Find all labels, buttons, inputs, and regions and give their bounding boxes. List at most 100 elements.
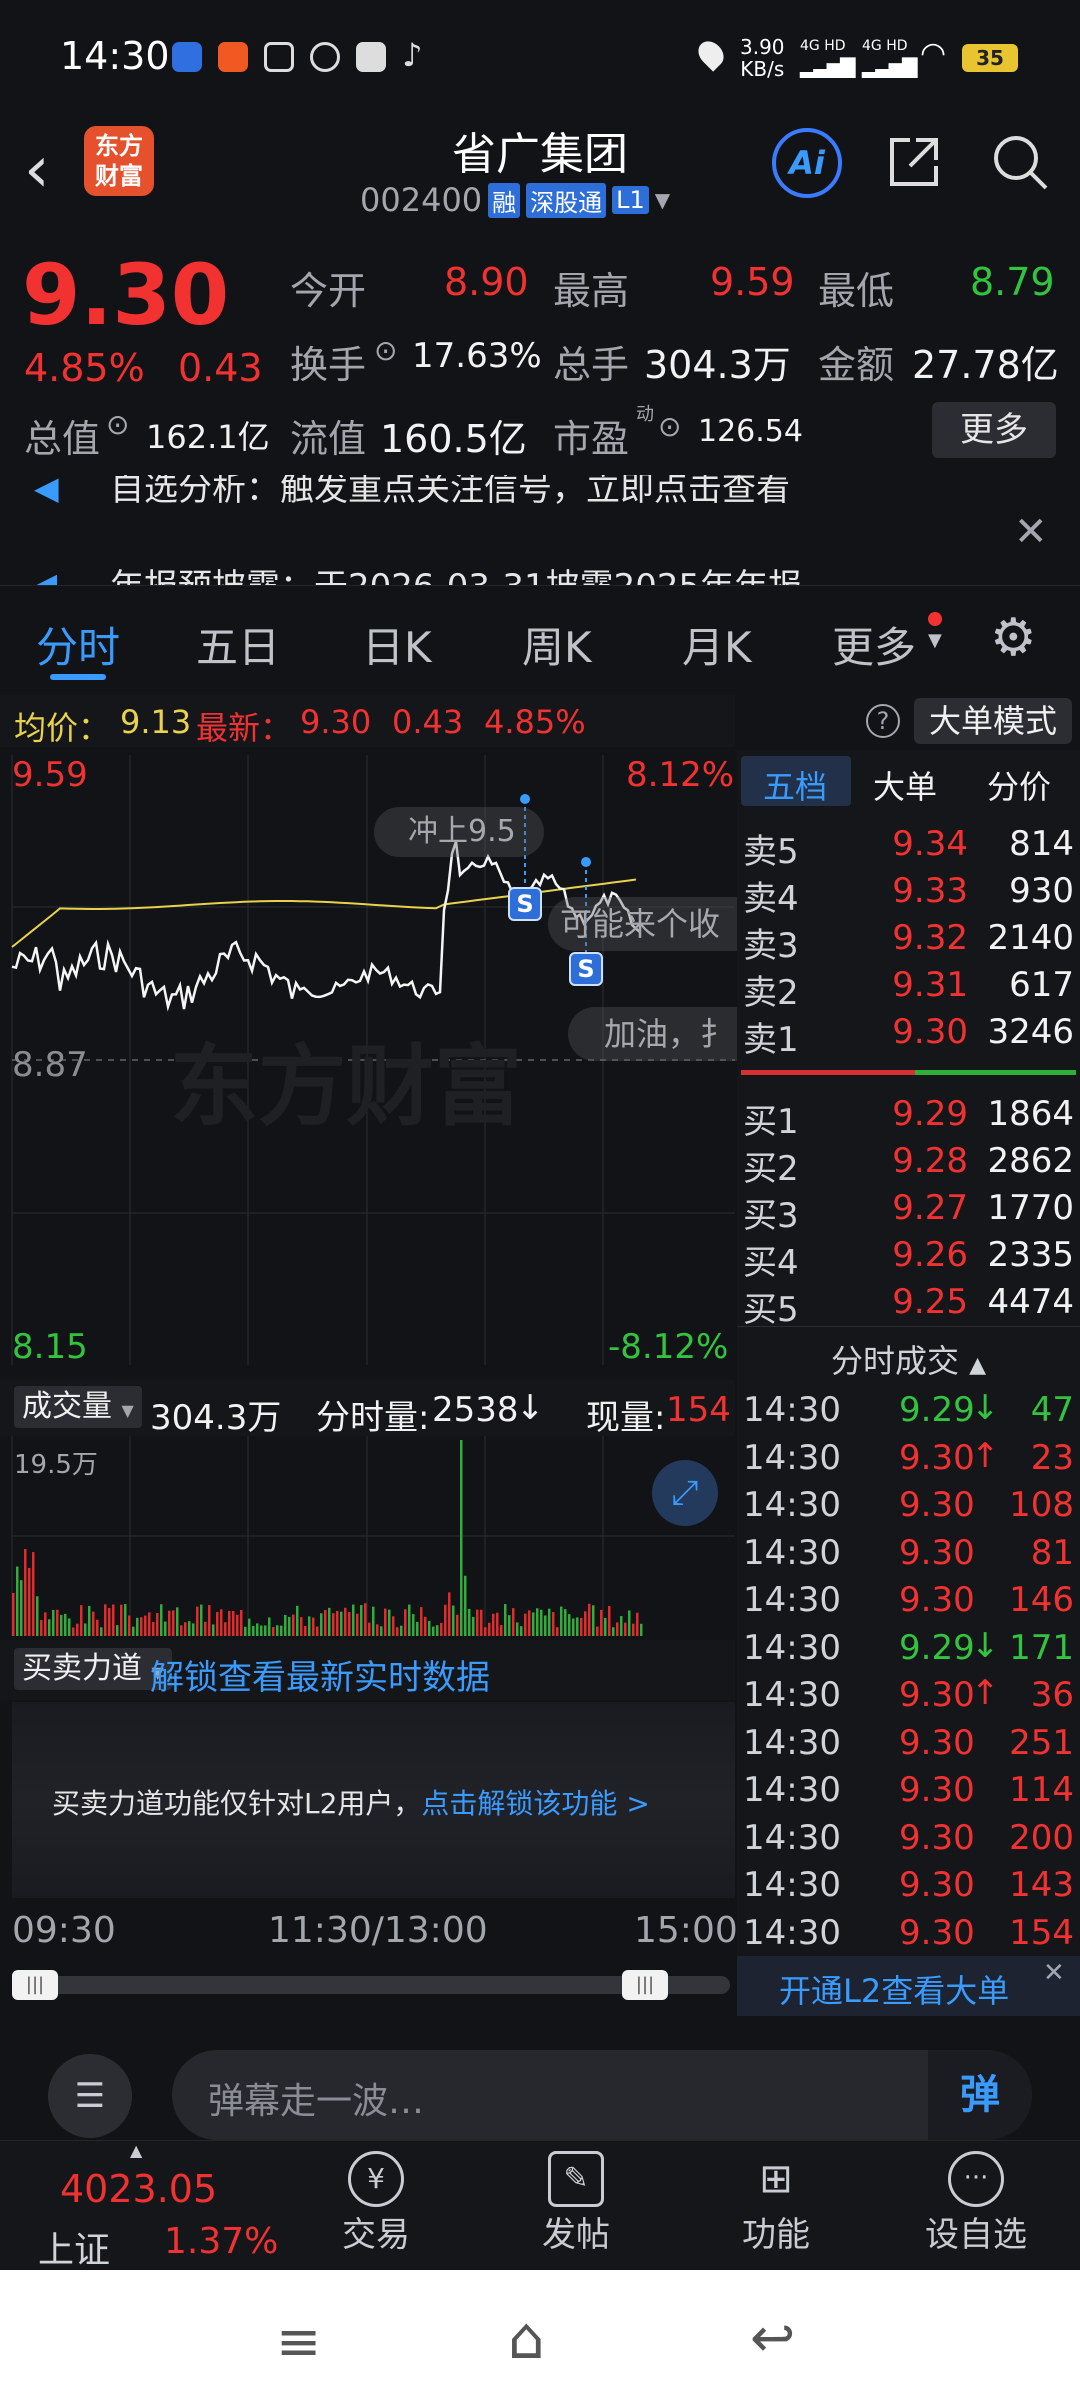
latest-value: 9.30 bbox=[300, 703, 372, 741]
volume-bar bbox=[588, 1603, 591, 1636]
volume-bar bbox=[324, 1609, 327, 1636]
intraday-chart[interactable]: 东方财富 冲上9.5 可能来个收 加油，扌 S S 9.59 8.12% 8.8… bbox=[0, 747, 738, 1377]
info-icon[interactable]: ⊙ bbox=[374, 334, 398, 367]
volume-bar bbox=[364, 1603, 367, 1636]
net-speed-unit: KB/s bbox=[740, 57, 785, 81]
nav-add-watchlist[interactable]: ··· 设自选 bbox=[896, 2151, 1056, 2271]
volume-bar bbox=[260, 1625, 263, 1636]
ask-row: 卖2 9.31 617 bbox=[737, 961, 1080, 1013]
volume-bar bbox=[612, 1627, 615, 1636]
nav-post[interactable]: ✎ 发帖 bbox=[496, 2151, 656, 2271]
bid-row-volume: 2862 bbox=[987, 1141, 1074, 1181]
tab-more[interactable]: 更多 bbox=[832, 623, 917, 672]
volume-bar bbox=[256, 1623, 259, 1636]
volume-bar bbox=[48, 1619, 51, 1636]
signal-bars-icon: ▂▃▅▇ bbox=[862, 54, 918, 78]
trade-direction-icon: ↓ bbox=[971, 1625, 1000, 1666]
big-order-mode-button[interactable]: 大单模式 bbox=[914, 698, 1072, 744]
share-icon[interactable] bbox=[886, 134, 942, 190]
l2-banner[interactable]: 开通L2查看大单 ✕ bbox=[737, 1956, 1080, 2016]
ai-assistant-icon[interactable]: Ai bbox=[772, 128, 842, 198]
volume-bar bbox=[144, 1615, 147, 1636]
signal-marker[interactable]: S bbox=[508, 887, 542, 921]
tab-daily-k[interactable]: 日K bbox=[362, 623, 432, 672]
volume-selector[interactable]: 成交量 ▼ bbox=[14, 1386, 142, 1428]
nav-functions-label: 功能 bbox=[742, 2215, 810, 2255]
period-volume-label: 分时量: bbox=[316, 1398, 430, 1438]
notice-banner[interactable]: ◀ 自选分析：触发重点关注信号，立即点击查看 ◀ 年报预披露：于2026-03-… bbox=[0, 475, 1080, 585]
help-icon[interactable]: ? bbox=[866, 704, 900, 738]
status-bar: 14:30 ♪ 3.90 KB/s 4G HD ▂▃▅▇ 4G HD ▂▃▅▇ ◠ … bbox=[0, 0, 1080, 118]
nav-functions[interactable]: ⊞ 功能 bbox=[696, 2151, 856, 2271]
tab-weekly-k[interactable]: 周K bbox=[522, 623, 592, 672]
bid-list: 买1 9.29 1864 买2 9.28 2862 买3 9.27 1770 买4 9.26 2335… bbox=[737, 1090, 1080, 1330]
nav-trade[interactable]: ¥ 交易 bbox=[296, 2151, 456, 2271]
tab-intraday[interactable]: 分时 bbox=[36, 623, 121, 672]
volume-bar bbox=[188, 1621, 191, 1636]
back-icon[interactable]: ‹ bbox=[24, 133, 50, 207]
signal-marker[interactable]: S bbox=[569, 952, 603, 986]
index-name[interactable]: 上证 bbox=[38, 2230, 111, 2271]
chart-grid bbox=[11, 755, 735, 1365]
volume-bar bbox=[116, 1625, 119, 1636]
trade-volume: 108 bbox=[1009, 1485, 1074, 1525]
trade-volume: 251 bbox=[1009, 1722, 1074, 1763]
close-icon[interactable]: ✕ bbox=[1014, 509, 1048, 555]
volume-bar bbox=[472, 1616, 475, 1636]
range-scroller[interactable] bbox=[12, 1976, 730, 1994]
bid-row-label: 买4 bbox=[743, 1243, 799, 1283]
tab-five-levels[interactable]: 五档 bbox=[763, 768, 828, 806]
expand-icon[interactable]: ⤢ bbox=[652, 1460, 718, 1526]
menu-icon[interactable]: ≡ bbox=[276, 2310, 322, 2373]
volume-bar bbox=[240, 1609, 243, 1636]
level-badge: L1 bbox=[612, 186, 649, 214]
danmu-settings-icon[interactable]: ☰ bbox=[48, 2054, 132, 2138]
l2-link[interactable]: 开通L2查看大单 bbox=[779, 1972, 1010, 2010]
ask-row-price: 9.34 bbox=[892, 824, 968, 864]
range-handle-left[interactable]: ||| bbox=[12, 1970, 58, 2000]
ask-row-label: 卖1 bbox=[743, 1020, 799, 1060]
danmu-toggle-button[interactable]: 弹 bbox=[928, 2050, 1032, 2140]
index-percent[interactable]: 1.37% bbox=[164, 2221, 279, 2262]
comment-input[interactable]: 弹幕走一波… 弹 bbox=[172, 2050, 1032, 2140]
back-icon[interactable]: ↩ bbox=[750, 2306, 796, 2369]
trade-row: 14:30 9.30 ↑ 36 bbox=[737, 1671, 1080, 1719]
info-icon[interactable]: ⊙ bbox=[658, 410, 682, 443]
bid-row: 买2 9.28 2862 bbox=[737, 1137, 1080, 1189]
tab-price-distribution[interactable]: 分价 bbox=[987, 768, 1052, 806]
volume-bar bbox=[328, 1607, 331, 1636]
signal-1: 4G HD ▂▃▅▇ bbox=[800, 38, 856, 78]
home-icon[interactable]: ⌂ bbox=[508, 2304, 545, 2372]
close-icon[interactable]: ✕ bbox=[1043, 1958, 1065, 1988]
signal-1-label: 4G HD bbox=[800, 38, 846, 54]
price-line bbox=[11, 841, 641, 1012]
tab-monthly-k[interactable]: 月K bbox=[682, 623, 752, 672]
volume-value: 304.3万 bbox=[644, 343, 791, 387]
stock-code-row[interactable]: 002400 融 深股通 L1 ▼ bbox=[360, 180, 670, 220]
force-unlock-link[interactable]: 点击解锁该功能 > bbox=[421, 1787, 650, 1820]
bid-row: 买4 9.26 2335 bbox=[737, 1231, 1080, 1283]
trades-title[interactable]: 分时成交 ▲ bbox=[737, 1336, 1080, 1382]
marker-point bbox=[581, 857, 591, 867]
more-button[interactable]: 更多 bbox=[932, 402, 1056, 458]
trade-price: 9.30 bbox=[899, 1770, 975, 1810]
trade-volume: 200 bbox=[1009, 1817, 1074, 1858]
tab-big-orders[interactable]: 大单 bbox=[873, 768, 938, 806]
volume-chart[interactable]: 19.5万 ⤢ bbox=[0, 1436, 735, 1636]
range-handle-right[interactable]: ||| bbox=[622, 1970, 668, 2000]
volume-bar bbox=[544, 1615, 547, 1636]
bid-row: 买3 9.27 1770 bbox=[737, 1184, 1080, 1236]
info-icon[interactable]: ⊙ bbox=[106, 408, 130, 441]
force-selector[interactable]: 买卖力道 ▼ bbox=[14, 1648, 172, 1690]
index-value[interactable]: 4023.05 bbox=[60, 2167, 218, 2211]
tab-five-day[interactable]: 五日 bbox=[196, 623, 281, 672]
connect-badge: 深股通 bbox=[526, 182, 607, 218]
volume-bar bbox=[528, 1610, 531, 1636]
trade-price: 9.30 bbox=[899, 1817, 975, 1858]
gear-icon[interactable]: ⚙ bbox=[990, 608, 1037, 668]
search-icon[interactable] bbox=[990, 132, 1050, 192]
stock-code: 002400 bbox=[360, 181, 483, 219]
unlock-link[interactable]: 解锁查看最新实时数据 bbox=[150, 1658, 490, 1698]
current-price: 9.30 bbox=[22, 246, 230, 344]
trade-row: 14:30 9.29 ↓ 171 bbox=[737, 1624, 1080, 1672]
